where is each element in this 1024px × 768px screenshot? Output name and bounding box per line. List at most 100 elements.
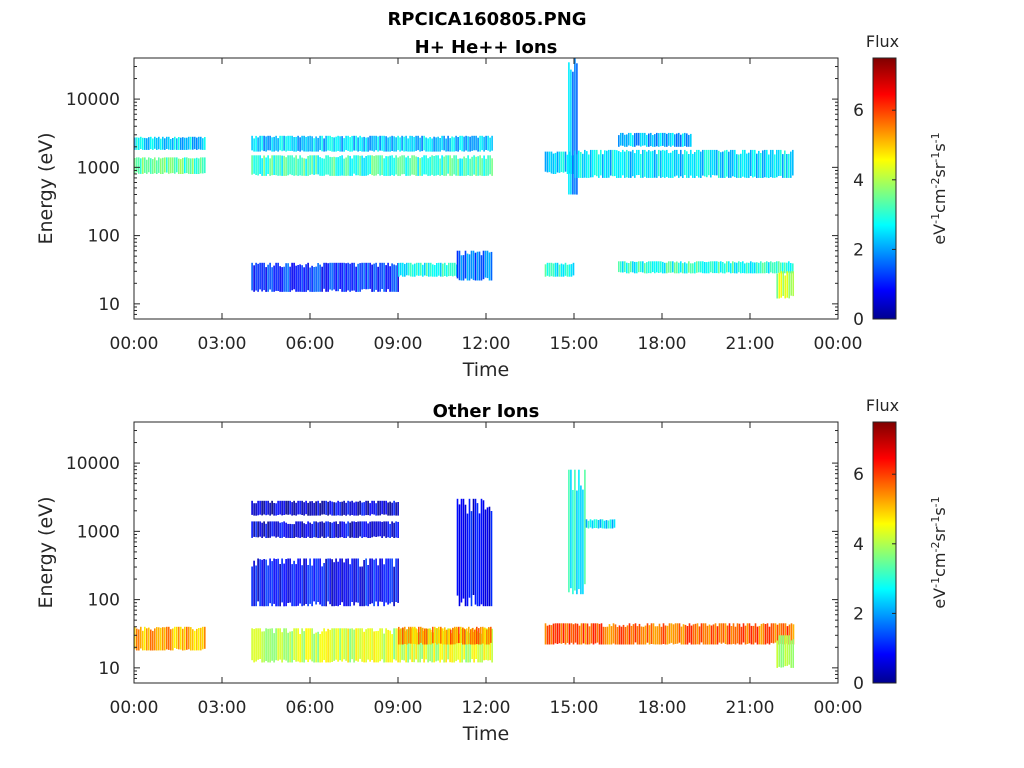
flux-strip — [644, 263, 646, 274]
flux-strip — [200, 157, 202, 174]
flux-strip — [397, 157, 399, 176]
flux-strip — [680, 134, 682, 147]
flux-strip — [474, 498, 477, 605]
flux-strip — [379, 521, 381, 537]
flux-strip — [136, 157, 138, 173]
flux-strip — [301, 565, 303, 607]
flux-strip — [768, 154, 770, 178]
flux-strip — [301, 157, 303, 176]
flux-strip — [383, 564, 385, 607]
flux-strip — [397, 628, 399, 663]
flux-strip — [297, 265, 299, 292]
flux-strip — [343, 562, 345, 607]
flux-strip — [732, 149, 734, 177]
flux-strip — [202, 626, 204, 650]
flux-strip — [752, 262, 754, 274]
flux-strip — [327, 501, 329, 516]
flux-strip — [349, 137, 351, 152]
flux-strip — [445, 630, 447, 663]
flux-strip — [734, 262, 736, 274]
flux-strip — [323, 158, 325, 176]
flux-strip — [311, 265, 313, 292]
flux-strip — [476, 626, 478, 645]
flux-strip — [311, 501, 313, 516]
flux-strip — [257, 155, 259, 176]
flux-strip — [269, 262, 271, 290]
flux-strip — [140, 136, 142, 149]
flux-strip — [453, 628, 455, 663]
flux-strip — [387, 629, 389, 663]
flux-strip — [325, 500, 327, 515]
flux-strip — [265, 559, 267, 607]
flux-strip — [253, 265, 255, 292]
flux-strip — [473, 135, 475, 151]
flux-strip — [371, 558, 373, 604]
flux-strip — [150, 629, 152, 651]
flux-strip — [440, 626, 442, 644]
flux-strip — [186, 626, 188, 650]
flux-strip — [684, 149, 686, 176]
flux-strip — [442, 628, 444, 645]
flux-strip — [331, 559, 333, 607]
flux-strip — [325, 155, 327, 175]
flux-strip — [351, 500, 353, 515]
flux-strip — [682, 133, 684, 147]
flux-strip — [708, 149, 710, 176]
flux-strip — [359, 500, 361, 515]
flux-strip — [700, 623, 703, 643]
flux-strip — [744, 625, 747, 645]
flux-strip — [387, 262, 389, 290]
flux-strip — [313, 502, 315, 516]
flux-strip — [459, 633, 461, 663]
flux-strip — [461, 628, 463, 663]
flux-strip — [642, 626, 645, 645]
flux-strip — [443, 631, 445, 663]
flux-strip — [373, 521, 375, 537]
flux-strip — [271, 155, 273, 176]
flux-strip — [339, 262, 341, 289]
flux-strip — [485, 158, 487, 176]
y-tick-label: 10000 — [66, 454, 120, 474]
flux-strip — [285, 628, 287, 661]
flux-strip — [379, 500, 381, 516]
flux-strip — [303, 631, 305, 663]
flux-strip — [676, 149, 678, 176]
flux-strip — [466, 628, 468, 645]
colorbar-tick-label: 2 — [853, 240, 864, 260]
flux-strip — [742, 149, 744, 177]
flux-strip — [626, 262, 628, 274]
flux-strip — [385, 521, 387, 538]
flux-strip — [273, 521, 275, 537]
flux-strip — [281, 558, 283, 603]
flux-strip — [662, 623, 665, 644]
flux-strip — [299, 264, 301, 292]
flux-strip — [624, 151, 626, 178]
flux-strip — [265, 267, 267, 292]
flux-strip — [275, 521, 277, 538]
flux-strip — [365, 262, 367, 290]
flux-strip — [377, 630, 379, 663]
flux-strip — [656, 261, 658, 273]
flux-strip — [678, 623, 681, 643]
flux-strip — [259, 521, 261, 537]
flux-strip — [560, 151, 563, 172]
flux-strip — [281, 632, 283, 663]
flux-strip — [295, 136, 297, 152]
flux-strip — [377, 136, 379, 152]
flux-strip — [259, 155, 261, 174]
flux-strip — [423, 135, 425, 151]
flux-strip — [782, 623, 785, 645]
flux-strip — [472, 627, 474, 645]
flux-strip — [716, 149, 718, 176]
flux-strip — [410, 626, 412, 644]
flux-strip — [265, 136, 267, 152]
flux-strip — [285, 263, 287, 292]
flux-strip — [428, 628, 430, 645]
flux-strip — [321, 521, 323, 537]
flux-strip — [305, 158, 307, 176]
flux-strip — [658, 261, 660, 273]
colorbar-tick-label: 0 — [853, 310, 864, 330]
flux-strip — [444, 262, 446, 276]
flux-strip — [349, 522, 351, 538]
flux-strip — [570, 69, 572, 195]
